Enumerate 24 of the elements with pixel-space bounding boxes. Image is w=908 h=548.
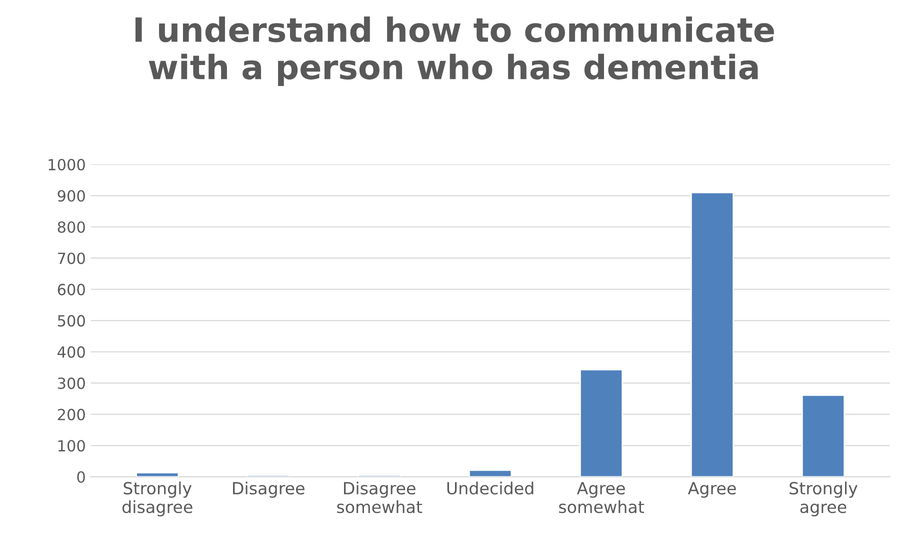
x-tick-label: Strongly disagree bbox=[122, 482, 192, 516]
x-tick-label: Disagree bbox=[233, 482, 304, 498]
chart-title: I understand how to communicate with a person who has dementia bbox=[136, 16, 774, 86]
x-tick-label: Disagree somewhat bbox=[337, 482, 422, 514]
y-tick-label: 800 bbox=[58, 221, 85, 233]
y-tick-label: 100 bbox=[58, 440, 85, 452]
bar bbox=[801, 394, 846, 477]
y-tick-label: 500 bbox=[58, 315, 85, 327]
bar bbox=[690, 192, 734, 477]
y-tick-label: 700 bbox=[58, 252, 85, 264]
y-tick-label: 600 bbox=[58, 284, 85, 296]
y-tick-label: 0 bbox=[77, 471, 85, 483]
x-tick-label: Agree bbox=[688, 482, 736, 498]
x-tick-label: Undecided bbox=[447, 482, 534, 495]
x-tick-label: Strongly agree bbox=[790, 482, 858, 516]
y-tick-label: 900 bbox=[58, 190, 85, 202]
y-tick-label: 200 bbox=[58, 408, 85, 420]
x-tick-label: Agree somewhat bbox=[559, 482, 644, 514]
y-tick-label: 1000 bbox=[48, 158, 85, 170]
bar bbox=[580, 368, 624, 477]
bar bbox=[468, 470, 512, 477]
y-tick-label: 400 bbox=[58, 346, 85, 358]
y-tick-label: 300 bbox=[58, 378, 85, 390]
bar bbox=[136, 472, 180, 477]
